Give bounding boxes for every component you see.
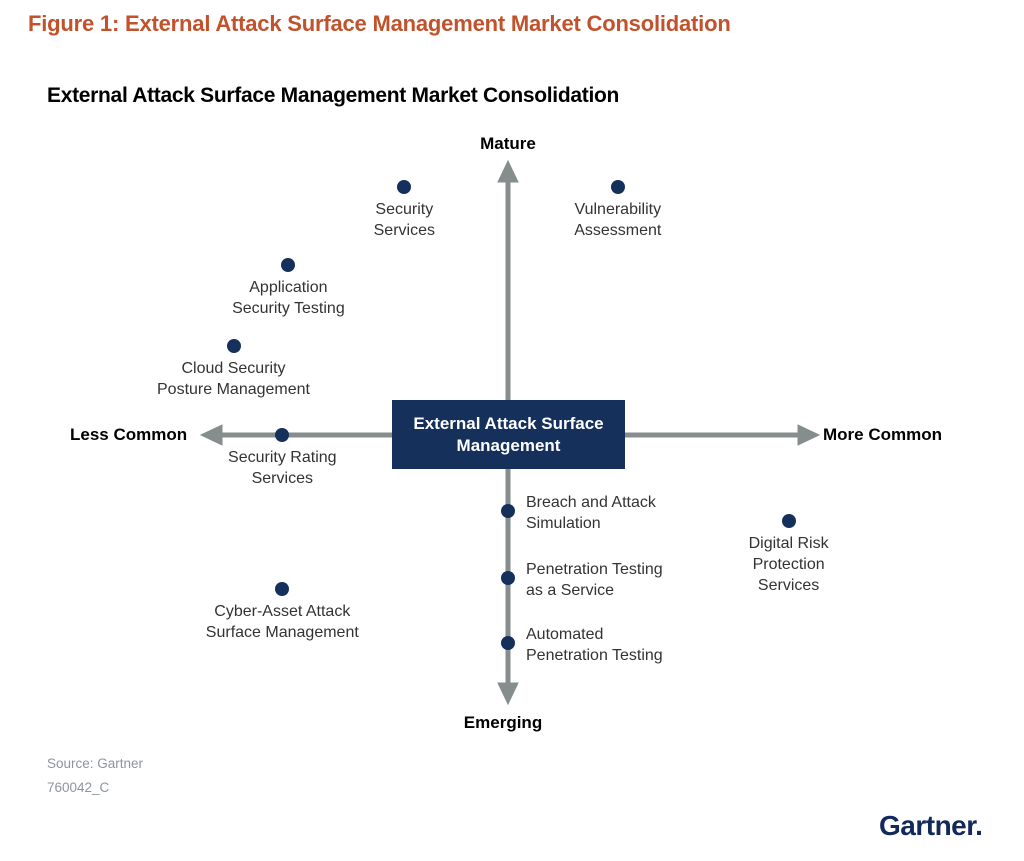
data-point-dot-automated-penetration-testing [501,635,515,650]
axis-label-mature: Mature [480,134,536,153]
data-point-label-breach-and-attack-simulation: Breach and Attack Simulation [526,493,656,532]
data-point-label-penetration-testing-as-a-service: Penetration Testing as a Service [526,561,663,600]
center-box-label: External Attack Surface Management [413,413,604,455]
figure-caption: Figure 1: External Attack Surface Manage… [28,11,731,36]
data-point-label-cyber-asset-attack-surface-management: Cyber-Asset Attack Surface Management [205,602,359,641]
chart-title: External Attack Surface Management Marke… [47,84,620,107]
data-point-label-digital-risk-protection-services: Digital Risk Protection Services [748,535,829,595]
data-point-label-application-security-testing: Application Security Testing [232,278,345,317]
data-point-dot-cloud-security-posture-management [226,338,241,353]
data-point-label-security-rating-services: Security Rating Services [228,449,337,487]
axis-label-emerging: Emerging [463,713,543,732]
doc-id: 760042_C [47,780,110,795]
data-point-dot-digital-risk-protection-services [781,514,796,529]
data-point-dot-penetration-testing-as-a-service [501,571,515,586]
source-block: Source: Gartner 760042_C [47,752,143,800]
data-point-dot-cyber-asset-attack-surface-management [275,581,290,596]
center-box: External Attack Surface Management [392,400,625,469]
axis-label-less-common: Less Common [70,425,188,444]
data-point-dot-security-rating-services [275,428,290,442]
data-point-label-cloud-security-posture-management: Cloud Security Posture Management [157,359,310,398]
data-point-dot-security-services [397,179,412,194]
gartner-logo-mark: . [975,810,983,841]
gartner-logo-text: Gartner [879,810,976,841]
down-arrow-icon [497,682,519,706]
left-arrow-icon [199,424,223,446]
data-point-label-vulnerability-assessment: Vulnerability Assessment [574,200,662,239]
data-point-label-security-services: Security Services [373,200,435,239]
source-text: Source: Gartner [47,756,144,771]
data-point-dot-breach-and-attack-simulation [501,503,515,518]
right-arrow-icon [797,424,821,446]
gartner-logo: Gartner. [879,810,983,842]
up-arrow-icon [497,159,519,183]
data-point-dot-vulnerability-assessment [610,179,625,194]
data-point-label-automated-penetration-testing: Automated Penetration Testing [526,625,663,664]
axis-label-more-common: More Common [823,425,942,444]
data-point-dot-application-security-testing [281,257,296,272]
